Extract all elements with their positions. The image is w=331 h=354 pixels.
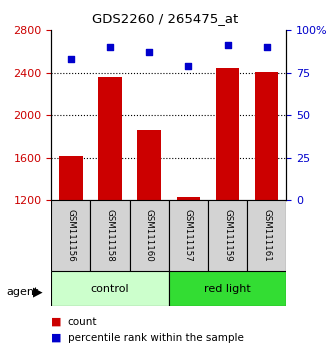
Bar: [130, 200, 169, 271]
Text: control: control: [91, 284, 129, 293]
Point: [147, 49, 152, 55]
Text: red light: red light: [204, 284, 251, 293]
Point: [264, 44, 269, 50]
Text: GSM111156: GSM111156: [67, 209, 75, 262]
Bar: [255, 72, 278, 200]
Text: percentile rank within the sample: percentile rank within the sample: [68, 333, 244, 343]
Bar: [59, 156, 83, 200]
Bar: [51, 271, 169, 306]
Point: [68, 56, 73, 62]
Text: GSM111161: GSM111161: [262, 209, 271, 262]
Bar: [216, 68, 239, 200]
Bar: [137, 130, 161, 200]
Point: [107, 44, 113, 50]
Point: [186, 63, 191, 69]
Bar: [169, 200, 208, 271]
Text: GDS2260 / 265475_at: GDS2260 / 265475_at: [92, 12, 239, 25]
Bar: [90, 200, 130, 271]
Text: ▶: ▶: [33, 286, 43, 298]
Text: count: count: [68, 317, 97, 327]
Point: [225, 42, 230, 48]
Text: GSM111159: GSM111159: [223, 209, 232, 262]
Text: GSM111157: GSM111157: [184, 209, 193, 262]
Bar: [208, 200, 247, 271]
Text: GSM111160: GSM111160: [145, 209, 154, 262]
Bar: [247, 200, 286, 271]
Bar: [51, 200, 90, 271]
Text: ■: ■: [51, 333, 62, 343]
Text: GSM111158: GSM111158: [106, 209, 115, 262]
Text: agent: agent: [7, 287, 39, 297]
Bar: [169, 271, 286, 306]
Bar: [98, 77, 122, 200]
Text: ■: ■: [51, 317, 62, 327]
Bar: [177, 197, 200, 200]
